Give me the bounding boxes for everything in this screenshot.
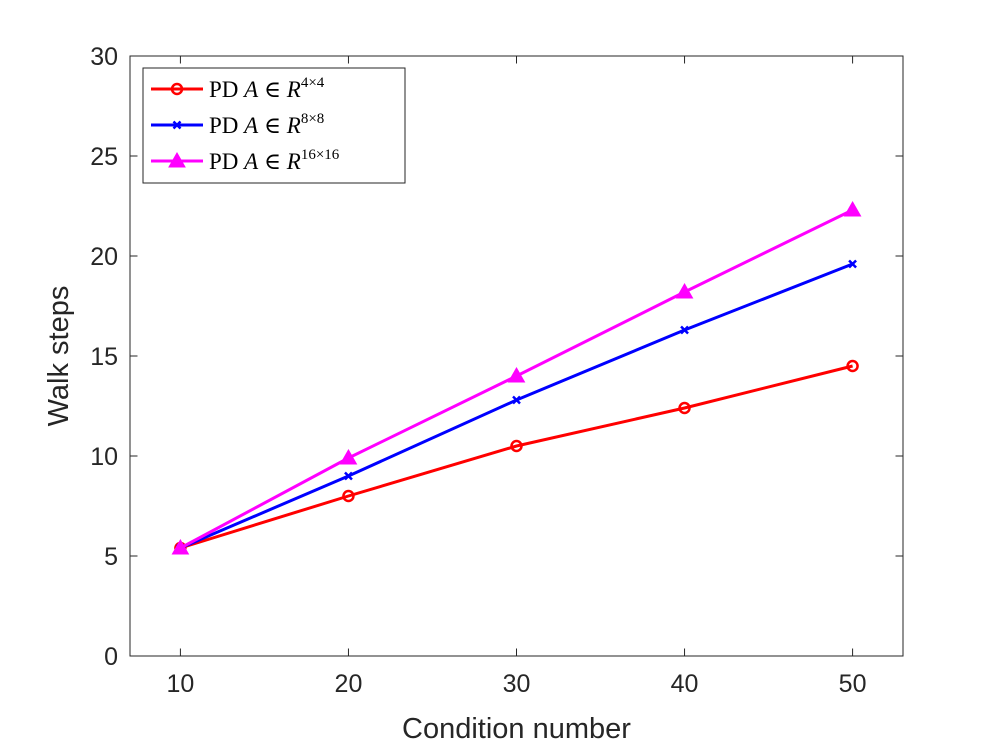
legend-label-part: PD xyxy=(209,113,244,138)
legend-label-part: A xyxy=(242,77,259,102)
data-point xyxy=(512,395,521,405)
data-point xyxy=(846,359,859,373)
data-point xyxy=(507,366,526,383)
data-point xyxy=(848,259,857,269)
legend-label: PD A ∈ R4×4 xyxy=(209,75,325,102)
data-point xyxy=(342,489,355,503)
plot-area: 10 20 30 40 50 0 5 10 15 20 25 30 xyxy=(90,43,904,698)
x-tick-label: 30 xyxy=(503,670,531,698)
data-point-stroke-b xyxy=(848,259,857,269)
legend-label-part: A xyxy=(242,149,259,174)
data-point xyxy=(339,448,358,465)
data-point xyxy=(678,401,691,415)
data-point-stroke-b xyxy=(512,395,521,405)
legend-label-part: ∈ xyxy=(258,113,287,138)
y-tick-label: 30 xyxy=(90,43,118,71)
x-axis-label: Condition number xyxy=(402,713,631,745)
legend-label-part: PD xyxy=(209,77,244,102)
legend-label: PD A ∈ R16×16 xyxy=(209,147,340,174)
legend-label-superscript: 8×8 xyxy=(301,111,324,127)
series-line xyxy=(179,364,853,550)
legend-label-part: A xyxy=(242,113,259,138)
legend-marker xyxy=(172,120,182,130)
y-tick-label: 15 xyxy=(90,343,118,371)
x-tick-label: 50 xyxy=(839,670,867,698)
x-tick-label: 40 xyxy=(671,670,699,698)
y-tick-label: 5 xyxy=(104,543,118,571)
x-tick-label: 10 xyxy=(167,670,195,698)
data-point xyxy=(675,282,694,299)
legend-label-part: R xyxy=(286,149,301,174)
series-layer xyxy=(171,200,862,555)
y-tick-label: 20 xyxy=(90,243,118,271)
legend-entry: PD A ∈ R8×8 xyxy=(151,111,324,138)
y-tick-label: 0 xyxy=(104,643,118,671)
data-point-stroke-b xyxy=(680,325,689,335)
data-point-stroke-b xyxy=(344,471,353,481)
legend-label: PD A ∈ R8×8 xyxy=(209,111,324,138)
data-point xyxy=(344,471,353,481)
legend-label-part: ∈ xyxy=(258,77,287,102)
legend: PD A ∈ R4×4PD A ∈ R8×8PD A ∈ R16×16 xyxy=(142,67,406,184)
legend-marker xyxy=(170,82,184,96)
series-3 xyxy=(171,200,862,555)
legend-entry: PD A ∈ R4×4 xyxy=(151,75,325,102)
legend-label-part: R xyxy=(286,113,301,138)
y-tick-label: 25 xyxy=(90,143,118,171)
legend-marker xyxy=(168,151,186,168)
y-tick-label: 10 xyxy=(90,443,118,471)
legend-label-superscript: 16×16 xyxy=(301,147,340,163)
x-tick-label: 20 xyxy=(335,670,363,698)
legend-label-part: ∈ xyxy=(258,149,287,174)
data-point xyxy=(171,538,190,555)
data-point xyxy=(510,439,523,453)
legend-marker-stroke-b xyxy=(172,120,182,130)
y-axis-label: Walk steps xyxy=(43,286,75,427)
data-point xyxy=(680,325,689,335)
legend-label-part: R xyxy=(286,77,301,102)
legend-label-superscript: 4×4 xyxy=(301,75,325,91)
legend-label-part: PD xyxy=(209,149,244,174)
legend-entry: PD A ∈ R16×16 xyxy=(151,147,340,174)
data-point xyxy=(843,200,862,217)
